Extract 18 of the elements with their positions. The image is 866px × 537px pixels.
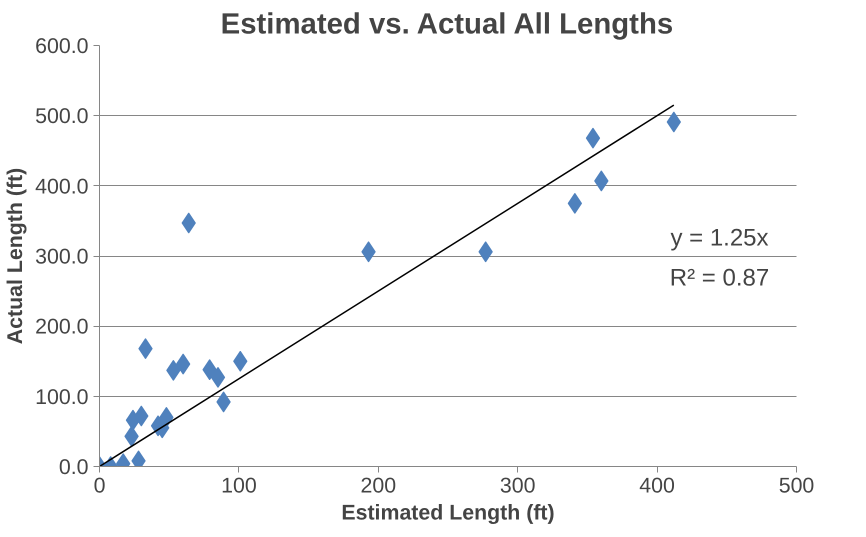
x-tick-label: 0 (94, 474, 106, 498)
y-tick-label: 100.0 (35, 384, 89, 409)
x-tick-label: 300 (500, 474, 536, 498)
y-axis-title: Actual Length (ft) (3, 168, 28, 344)
chart-title: Estimated vs. Actual All Lengths (220, 8, 674, 40)
annotation: R² = 0.87 (670, 264, 770, 292)
x-tick-label: 100 (221, 474, 257, 498)
y-tick-label: 500.0 (35, 104, 89, 128)
x-tick-label: 400 (639, 474, 676, 498)
x-tick-label: 500 (778, 474, 814, 498)
y-tick-label: 400.0 (35, 174, 89, 198)
y-tick-label: 200.0 (35, 314, 89, 339)
y-tick-label: 0.0 (58, 455, 89, 479)
y-tick-label: 300.0 (35, 244, 89, 268)
x-tick-label: 200 (360, 474, 396, 498)
x-axis-title: Estimated Length (ft) (341, 500, 555, 524)
y-tick-label: 600.0 (35, 34, 89, 58)
annotation: y = 1.25x (670, 224, 769, 252)
